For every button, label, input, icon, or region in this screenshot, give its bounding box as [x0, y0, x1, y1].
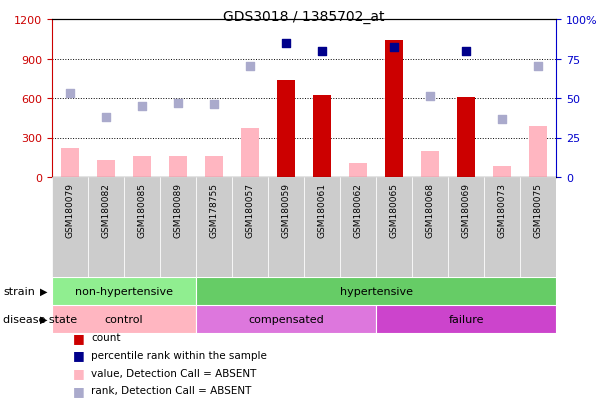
Text: control: control [105, 314, 143, 324]
Text: non-hypertensive: non-hypertensive [75, 286, 173, 296]
Bar [88, 178, 124, 277]
Text: GSM180057: GSM180057 [246, 183, 254, 237]
Text: GSM180082: GSM180082 [102, 183, 110, 237]
Bar [484, 178, 520, 277]
Text: percentile rank within the sample: percentile rank within the sample [91, 350, 267, 360]
Text: GSM180073: GSM180073 [498, 183, 506, 237]
Point [533, 64, 543, 71]
Point [245, 64, 255, 71]
Bar [457, 97, 475, 178]
Bar [313, 96, 331, 178]
Point [461, 48, 471, 55]
Bar [376, 305, 556, 333]
Text: GSM180085: GSM180085 [137, 183, 147, 237]
Text: ■: ■ [73, 331, 85, 344]
Text: ■: ■ [73, 349, 85, 361]
Bar [241, 129, 259, 178]
Bar [169, 157, 187, 178]
Bar [52, 277, 196, 305]
Text: GSM178755: GSM178755 [209, 183, 218, 237]
Text: GDS3018 / 1385702_at: GDS3018 / 1385702_at [223, 10, 385, 24]
Bar [448, 178, 484, 277]
Bar [205, 157, 223, 178]
Text: ▶: ▶ [40, 314, 47, 324]
Point [137, 103, 147, 110]
Text: GSM180079: GSM180079 [65, 183, 74, 237]
Text: GSM180068: GSM180068 [426, 183, 435, 237]
Text: GSM180059: GSM180059 [282, 183, 291, 237]
Bar [196, 178, 232, 277]
Point [101, 114, 111, 121]
Text: rank, Detection Call = ABSENT: rank, Detection Call = ABSENT [91, 386, 252, 396]
Text: GSM180069: GSM180069 [461, 183, 471, 237]
Bar [268, 178, 304, 277]
Bar [196, 277, 556, 305]
Text: hypertensive: hypertensive [340, 286, 413, 296]
Bar [304, 178, 340, 277]
Text: strain: strain [3, 286, 35, 296]
Bar [277, 81, 295, 178]
Text: value, Detection Call = ABSENT: value, Detection Call = ABSENT [91, 368, 257, 378]
Point [209, 102, 219, 108]
Text: GSM180065: GSM180065 [390, 183, 399, 237]
Text: compensated: compensated [248, 314, 324, 324]
Text: failure: failure [449, 314, 484, 324]
Text: ■: ■ [73, 384, 85, 397]
Bar [493, 167, 511, 178]
Text: GSM180075: GSM180075 [534, 183, 543, 237]
Text: count: count [91, 332, 121, 342]
Bar [421, 151, 439, 178]
Bar [520, 178, 556, 277]
Text: GSM180089: GSM180089 [173, 183, 182, 237]
Text: GSM180061: GSM180061 [317, 183, 326, 237]
Bar [340, 178, 376, 277]
Point [65, 91, 75, 97]
Bar [349, 163, 367, 178]
Bar [52, 178, 88, 277]
Bar [97, 161, 115, 178]
Bar [376, 178, 412, 277]
Text: GSM180062: GSM180062 [354, 183, 362, 237]
Text: ▶: ▶ [40, 286, 47, 296]
Bar [160, 178, 196, 277]
Point [317, 48, 327, 55]
Bar [133, 157, 151, 178]
Point [497, 116, 507, 123]
Bar [196, 305, 376, 333]
Bar [412, 178, 448, 277]
Point [426, 94, 435, 100]
Text: disease state: disease state [3, 314, 77, 324]
Bar [61, 149, 78, 178]
Bar [385, 41, 403, 178]
Text: ■: ■ [73, 366, 85, 379]
Point [173, 100, 183, 107]
Bar [124, 178, 160, 277]
Bar [232, 178, 268, 277]
Bar [52, 305, 196, 333]
Bar [530, 126, 547, 178]
Point [389, 45, 399, 52]
Point [281, 40, 291, 47]
